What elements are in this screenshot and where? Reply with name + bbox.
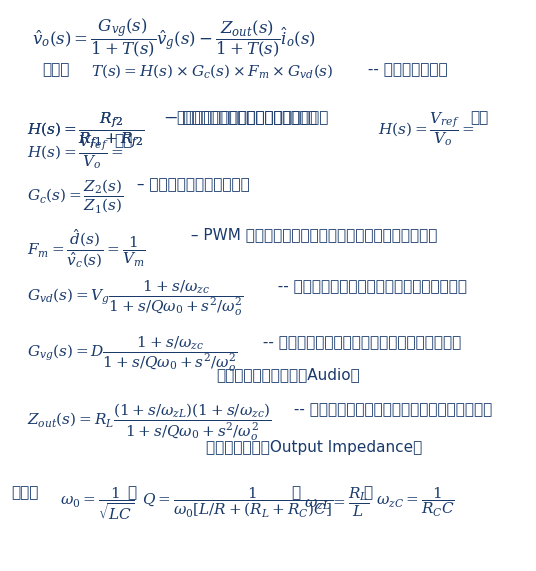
Text: – 待设计的补偿器传递函数: – 待设计的补偿器传递函数 <box>132 178 250 192</box>
Text: -- 电压环的环增益: -- 电压环的环增益 <box>363 62 448 77</box>
Text: $\omega_0 = \dfrac{1}{\sqrt{LC}}$: $\omega_0 = \dfrac{1}{\sqrt{LC}}$ <box>61 485 135 522</box>
Text: $H(s)=\dfrac{V_{ref}}{V_o}=$: $H(s)=\dfrac{V_{ref}}{V_o}=$ <box>378 110 475 148</box>
Text: ，: ， <box>291 485 300 501</box>
Text: 常数: 常数 <box>471 110 489 126</box>
Text: $\omega_{zC}=\dfrac{1}{R_CC}$: $\omega_{zC}=\dfrac{1}{R_CC}$ <box>376 485 455 518</box>
Text: – PWM 调制器的传递函数，在电压型控制中，它为常数: – PWM 调制器的传递函数，在电压型控制中，它为常数 <box>186 227 437 243</box>
Text: $G_c(s) = \dfrac{Z_2(s)}{Z_1(s)}$: $G_c(s) = \dfrac{Z_2(s)}{Z_1(s)}$ <box>27 178 123 215</box>
Text: $\omega_{zL}=\dfrac{R_L}{L}$: $\omega_{zL}=\dfrac{R_L}{L}$ <box>304 485 369 518</box>
Text: – 反馈取样传递函数。在稳压系统中，: – 反馈取样传递函数。在稳压系统中， <box>166 110 317 126</box>
Text: 其中：: 其中： <box>12 485 39 501</box>
Text: 也称输出阻抗（Output Impedance）: 也称输出阻抗（Output Impedance） <box>206 440 423 455</box>
Text: $H(s)=\dfrac{V_{ref}}{V_o}=$: $H(s)=\dfrac{V_{ref}}{V_o}=$ <box>27 133 124 171</box>
Text: 其中：: 其中： <box>42 62 70 77</box>
Text: ，: ， <box>127 485 136 501</box>
Text: $\hat{v}_o(s) = \dfrac{G_{vg}(s)}{1+T(s)}\hat{v}_g(s) - \dfrac{Z_{out}(s)}{1+T(s: $\hat{v}_o(s) = \dfrac{G_{vg}(s)}{1+T(s)… <box>32 15 316 59</box>
Text: ，: ， <box>363 485 372 501</box>
Text: $Q = \dfrac{1}{\omega_0[L/R+(R_L+R_C)C]}$: $Q = \dfrac{1}{\omega_0[L/R+(R_L+R_C)C]}… <box>143 485 333 519</box>
Text: $T(s) = H(s) \times G_c(s) \times F_m \times G_{vd}(s)$: $T(s) = H(s) \times G_c(s) \times F_m \t… <box>91 62 333 80</box>
Text: -- 功率级的输出电压对负载电流的开环传递函数: -- 功率级的输出电压对负载电流的开环传递函数 <box>288 402 492 417</box>
Text: -- 功率级的输出电压对输入电压的开环传递函数: -- 功率级的输出电压对输入电压的开环传递函数 <box>258 335 461 350</box>
Text: $H(s) = \dfrac{R_{f2}}{R_{f1}+R_{f2}}$: $H(s) = \dfrac{R_{f2}}{R_{f1}+R_{f2}}$ <box>27 110 145 150</box>
Text: – 反馈取样传递函数。在稳压系统中，: – 反馈取样传递函数。在稳压系统中， <box>166 110 329 126</box>
Text: $Z_{out}(s) = R_L\dfrac{(1+s/\omega_{zL})(1+s/\omega_{zc})}{1+s/Q\omega_0+s^2/\o: $Z_{out}(s) = R_L\dfrac{(1+s/\omega_{zL}… <box>27 402 272 443</box>
Text: $H(s) = \dfrac{R_{f2}}{R_{f1}+R_{f2}}$: $H(s) = \dfrac{R_{f2}}{R_{f1}+R_{f2}}$ <box>27 110 145 150</box>
Text: -- 功率级的输出电压对占空比的开环传递函数: -- 功率级的输出电压对占空比的开环传递函数 <box>268 279 467 293</box>
Text: $G_{vg}(s) = D\dfrac{1+s/\omega_{zc}}{1+s/Q\omega_0+s^2/\omega_o^2}$: $G_{vg}(s) = D\dfrac{1+s/\omega_{zc}}{1+… <box>27 335 238 375</box>
Text: $F_m = \dfrac{\hat{d}(s)}{\hat{v}_c(s)} = \dfrac{1}{V_m}$: $F_m = \dfrac{\hat{d}(s)}{\hat{v}_c(s)} … <box>27 227 146 270</box>
Text: 常数: 常数 <box>114 133 132 148</box>
Text: 也称电压音频隔离度（Audio）: 也称电压音频隔离度（Audio） <box>217 367 361 382</box>
Text: $G_{vd}(s) = V_g\dfrac{1+s/\omega_{zc}}{1+s/Q\omega_0+s^2/\omega_o^2}$: $G_{vd}(s) = V_g\dfrac{1+s/\omega_{zc}}{… <box>27 279 244 318</box>
